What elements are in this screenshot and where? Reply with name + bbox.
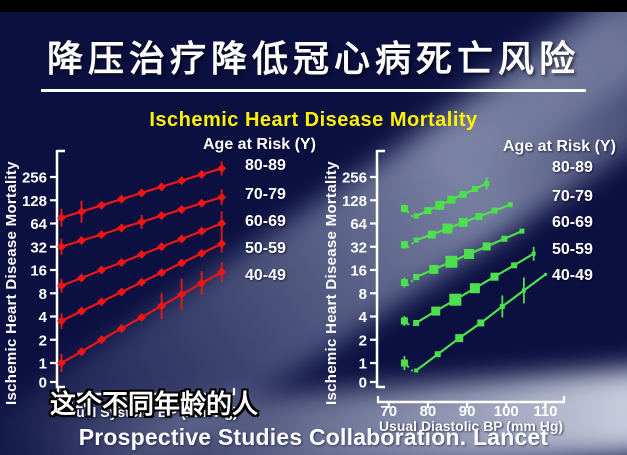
svg-text:32: 32 bbox=[350, 239, 367, 256]
chart-subtitle: Ischemic Heart Disease Mortality bbox=[149, 109, 478, 131]
right-legend-item-40-49: 40-49 bbox=[552, 267, 593, 284]
left-legend-item-70-79: 70-79 bbox=[245, 186, 286, 203]
svg-text:80: 80 bbox=[420, 403, 437, 420]
left-legend-title: Age at Risk (Y) bbox=[203, 136, 316, 153]
svg-text:128: 128 bbox=[342, 193, 367, 210]
svg-text:110: 110 bbox=[533, 403, 557, 420]
left-legend-item-50-59: 50-59 bbox=[245, 240, 286, 257]
right-legend-item-50-59: 50-59 bbox=[552, 241, 593, 258]
svg-text:4: 4 bbox=[39, 309, 48, 326]
right-legend-item-70-79: 70-79 bbox=[552, 188, 593, 205]
svg-text:100: 100 bbox=[494, 403, 519, 420]
svg-text:256: 256 bbox=[22, 170, 47, 187]
svg-text:256: 256 bbox=[342, 170, 367, 187]
left-legend-item-60-69: 60-69 bbox=[245, 213, 286, 230]
svg-text:1: 1 bbox=[359, 356, 367, 373]
title-container: 降压治疗降低冠心病死亡风险 bbox=[0, 30, 627, 92]
svg-text:16: 16 bbox=[350, 263, 367, 280]
svg-text:160: 160 bbox=[157, 395, 181, 411]
left-legend-item-40-49: 40-49 bbox=[245, 267, 286, 284]
svg-text:2: 2 bbox=[39, 332, 47, 349]
source-citation: Prospective Studies Collaboration. Lance… bbox=[78, 424, 549, 455]
right-legend-item-60-69: 60-69 bbox=[552, 214, 593, 231]
top-black-bar bbox=[0, 0, 627, 12]
svg-text:90: 90 bbox=[459, 403, 476, 420]
right-legend-item-80-89: 80-89 bbox=[552, 159, 593, 176]
diastolic-bp-chart: 256 128 64 32 16 8 4 2 1 0 70 80 90 100 110 bbox=[342, 149, 566, 420]
svg-text:64: 64 bbox=[30, 216, 47, 233]
svg-text:64: 64 bbox=[350, 216, 367, 233]
systolic-bp-chart: 256 128 64 32 16 8 4 2 1 0 120 140 160 180 bbox=[22, 149, 236, 411]
svg-text:4: 4 bbox=[359, 309, 368, 326]
svg-text:0: 0 bbox=[39, 375, 47, 392]
right-legend-title: Age at Risk (Y) bbox=[503, 138, 616, 155]
left-x-axis-label: Usual Systolic BP (mm Hg) bbox=[58, 404, 238, 420]
svg-text:2: 2 bbox=[359, 332, 367, 349]
video-caption-overlay: 这个不同年龄的人 bbox=[50, 389, 259, 419]
left-legend-item-80-89: 80-89 bbox=[245, 157, 286, 174]
svg-text:16: 16 bbox=[30, 263, 47, 280]
svg-text:8: 8 bbox=[39, 286, 47, 303]
svg-text:0: 0 bbox=[359, 375, 367, 392]
svg-text:32: 32 bbox=[30, 239, 47, 256]
right-x-axis-label: Usual Diastolic BP (mm Hg) bbox=[378, 418, 564, 434]
svg-text:180: 180 bbox=[201, 395, 225, 411]
svg-text:8: 8 bbox=[359, 286, 367, 303]
svg-text:1: 1 bbox=[39, 356, 47, 373]
svg-text:120: 120 bbox=[68, 395, 92, 411]
svg-text:140: 140 bbox=[112, 395, 136, 411]
svg-text:70: 70 bbox=[380, 403, 397, 420]
svg-text:128: 128 bbox=[22, 193, 47, 210]
slide-title: 降压治疗降低冠心病死亡风险 bbox=[40, 30, 586, 92]
